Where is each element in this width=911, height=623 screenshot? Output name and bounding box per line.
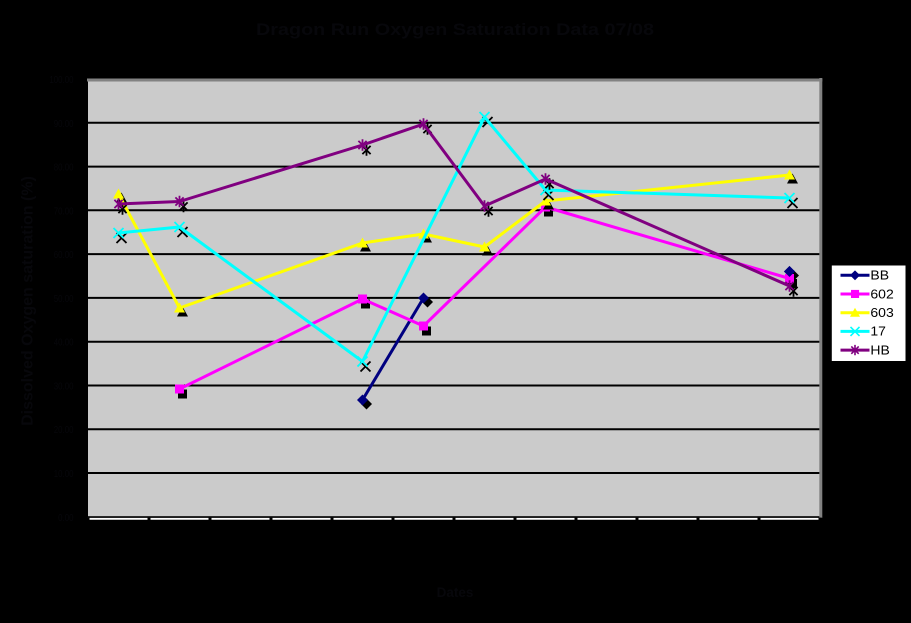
svg-text:20.00: 20.00	[54, 424, 74, 435]
svg-text:90.00: 90.00	[54, 118, 74, 129]
svg-text:10.00: 10.00	[54, 468, 74, 479]
svg-text:HB: HB	[870, 343, 890, 357]
svg-text:60.00: 60.00	[54, 249, 74, 260]
svg-text:Dissolved Oxygen saturation (%: Dissolved Oxygen saturation (%)	[20, 176, 37, 426]
svg-text:BB: BB	[870, 268, 889, 282]
svg-text:Dragon Run Oxygen Saturation D: Dragon Run Oxygen Saturation Data 07/08	[256, 19, 654, 38]
svg-text:100.00: 100.00	[49, 74, 73, 85]
svg-text:603: 603	[870, 306, 893, 320]
svg-text:70.00: 70.00	[54, 205, 74, 216]
svg-text:Dates: Dates	[437, 585, 474, 600]
svg-text:602: 602	[870, 287, 893, 301]
svg-text:30.00: 30.00	[54, 381, 74, 392]
svg-text:17: 17	[870, 324, 886, 338]
svg-text:0.00: 0.00	[58, 512, 73, 523]
svg-text:50.00: 50.00	[54, 293, 74, 304]
svg-text:80.00: 80.00	[54, 162, 74, 173]
svg-text:40.00: 40.00	[54, 337, 74, 348]
